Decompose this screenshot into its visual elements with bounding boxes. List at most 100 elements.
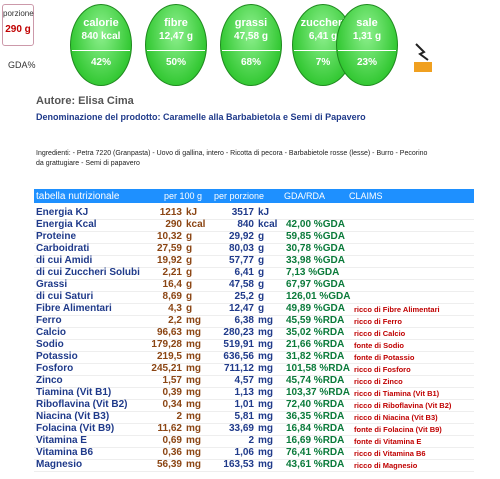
table-row: Vitamina E 0,69 mg 2 mg 16,69 %RDA fonte di Vi… xyxy=(34,435,474,448)
claim: ricco di Tiamina (Vit B1) xyxy=(354,389,440,398)
nutrient-name: Calcio xyxy=(36,327,67,338)
oval-percent: 68% xyxy=(240,57,261,68)
table-row: Carboidrati 27,59 g 80,03 g 30,78 %GDA xyxy=(34,243,474,256)
oval-value: 6,41 g xyxy=(308,31,338,42)
oval-name: zuccheri xyxy=(300,17,346,29)
per-100g: 290 xyxy=(165,219,182,230)
gda-oval: calorie 840 kcal 42% xyxy=(70,4,132,86)
per-portion: 12,47 xyxy=(228,303,254,314)
per-100g: 16,4 xyxy=(162,279,182,290)
per-portion: 3517 xyxy=(231,207,254,218)
unit-100g: mg xyxy=(186,315,201,326)
table-row: Fosforo 245,21 mg 711,12 mg 101,58 %RDA ricco … xyxy=(34,363,474,376)
per-100g: 0,39 xyxy=(162,387,182,398)
table-row: Zinco 1,57 mg 4,57 mg 45,74 %RDA ricco di Zinc… xyxy=(34,375,474,388)
nutrient-name: Sodio xyxy=(36,339,64,350)
table-row: Energia KJ 1213 kJ 3517 kJ xyxy=(34,207,474,220)
unit-100g: mg xyxy=(186,447,201,458)
claim: ricco di Magnesio xyxy=(354,461,418,470)
per-100g: 219,5 xyxy=(156,351,182,362)
unit-portion: mg xyxy=(258,447,273,458)
portion-box: porzione 290 g xyxy=(2,4,34,46)
oval-separator xyxy=(338,50,396,51)
per-portion: 1,06 xyxy=(234,447,254,458)
oval-percent: 23% xyxy=(356,57,377,68)
nutrient-name: Niacina (Vit B3) xyxy=(36,411,110,422)
unit-100g: g xyxy=(186,291,193,302)
gda-rda: 30,78 %GDA xyxy=(286,243,345,254)
per-100g: 179,28 xyxy=(151,339,182,350)
claim: ricco di Calcio xyxy=(354,329,406,338)
per-100g: 2,21 xyxy=(162,267,182,278)
per-100g: 245,21 xyxy=(151,363,182,374)
gda-rda: 21,66 %RDA xyxy=(286,339,345,350)
nutrient-name: Folacina (Vit B9) xyxy=(36,423,115,434)
unit-100g: mg xyxy=(186,375,201,386)
per-portion: 840 xyxy=(237,219,254,230)
unit-portion: g xyxy=(258,243,265,254)
nutrient-name: di cui Zuccheri Solubi xyxy=(36,267,140,278)
unit-portion: mg xyxy=(258,363,273,374)
per-100g: 27,59 xyxy=(156,243,182,254)
product-name: Denominazione del prodotto: Caramelle al… xyxy=(36,112,366,122)
gda-rda: 49,89 %GDA xyxy=(286,303,345,314)
unit-100g: mg xyxy=(186,387,201,398)
per-100g: 11,62 xyxy=(157,423,182,434)
gda-rda: 45,59 %RDA xyxy=(286,315,345,326)
nutrient-name: Tiamina (Vit B1) xyxy=(36,387,112,398)
per-portion: 4,57 xyxy=(234,375,254,386)
nutrient-name: Fibre Alimentari xyxy=(36,303,112,314)
per-100g: 0,34 xyxy=(162,399,182,410)
oval-separator xyxy=(147,50,205,51)
header-cell: GDA/RDA xyxy=(284,191,326,201)
unit-100g: mg xyxy=(186,399,201,410)
oval-value: 47,58 g xyxy=(234,31,268,42)
oval-value: 12,47 g xyxy=(159,31,193,42)
gda-rda: 35,02 %RDA xyxy=(286,327,345,338)
nutrient-name: Magnesio xyxy=(36,459,83,470)
unit-portion: mg xyxy=(258,351,273,362)
per-portion: 1,13 xyxy=(234,387,254,398)
per-100g: 56,39 xyxy=(156,459,182,470)
header-cell: tabella nutrizionale xyxy=(36,191,120,202)
claim: ricco di Fosforo xyxy=(354,365,411,374)
header-cell: per 100 g xyxy=(164,191,203,201)
unit-portion: g xyxy=(258,279,265,290)
unit-portion: g xyxy=(258,255,265,266)
gda-rda: 36,35 %RDA xyxy=(286,411,345,422)
unit-portion: mg xyxy=(258,327,273,338)
per-100g: 19,92 xyxy=(156,255,182,266)
gda-rda: 59,85 %GDA xyxy=(286,231,345,242)
table-row: Calcio 96,63 mg 280,23 mg 35,02 %RDA ricco di … xyxy=(34,327,474,340)
per-100g: 0,69 xyxy=(162,435,182,446)
gda-oval: sale 1,31 g 23% xyxy=(336,4,398,86)
table-row: Tiamina (Vit B1) 0,39 mg 1,13 mg 103,37 %RDA r… xyxy=(34,387,474,400)
nutrient-name: Fosforo xyxy=(36,363,74,374)
table-row: Ferro 2,2 mg 6,38 mg 45,59 %RDA ricco di Ferro xyxy=(34,315,474,328)
table-row: Proteine 10,32 g 29,92 g 59,85 %GDA xyxy=(34,231,474,244)
unit-100g: mg xyxy=(186,459,201,470)
per-portion: 1,01 xyxy=(234,399,254,410)
gda-rda: 72,40 %RDA xyxy=(286,399,345,410)
per-portion: 5,81 xyxy=(234,411,254,422)
gda-rda: 16,69 %RDA xyxy=(286,435,345,446)
unit-portion: mg xyxy=(258,339,273,350)
claim: ricco di Ferro xyxy=(354,317,402,326)
unit-100g: g xyxy=(186,279,193,290)
gda-rda: 67,97 %GDA xyxy=(286,279,345,290)
unit-portion: mg xyxy=(258,375,273,386)
unit-100g: mg xyxy=(186,435,201,446)
gda-rda: 103,37 %RDA xyxy=(286,387,350,398)
table-row: di cui Amidi 19,92 g 57,77 g 33,98 %GDA xyxy=(34,255,474,268)
nutrient-name: di cui Saturi xyxy=(36,291,94,302)
unit-portion: mg xyxy=(258,435,273,446)
unit-portion: mg xyxy=(258,387,273,398)
per-portion: 33,69 xyxy=(228,423,254,434)
logo xyxy=(414,43,432,72)
unit-100g: mg xyxy=(186,363,201,374)
per-100g: 4,3 xyxy=(168,303,182,314)
nutrient-name: Potassio xyxy=(36,351,78,362)
table-row: di cui Saturi 8,69 g 25,2 g 126,01 %GDA xyxy=(34,291,474,304)
unit-100g: mg xyxy=(186,351,201,362)
claim: ricco di Niacina (Vit B3) xyxy=(354,413,438,422)
